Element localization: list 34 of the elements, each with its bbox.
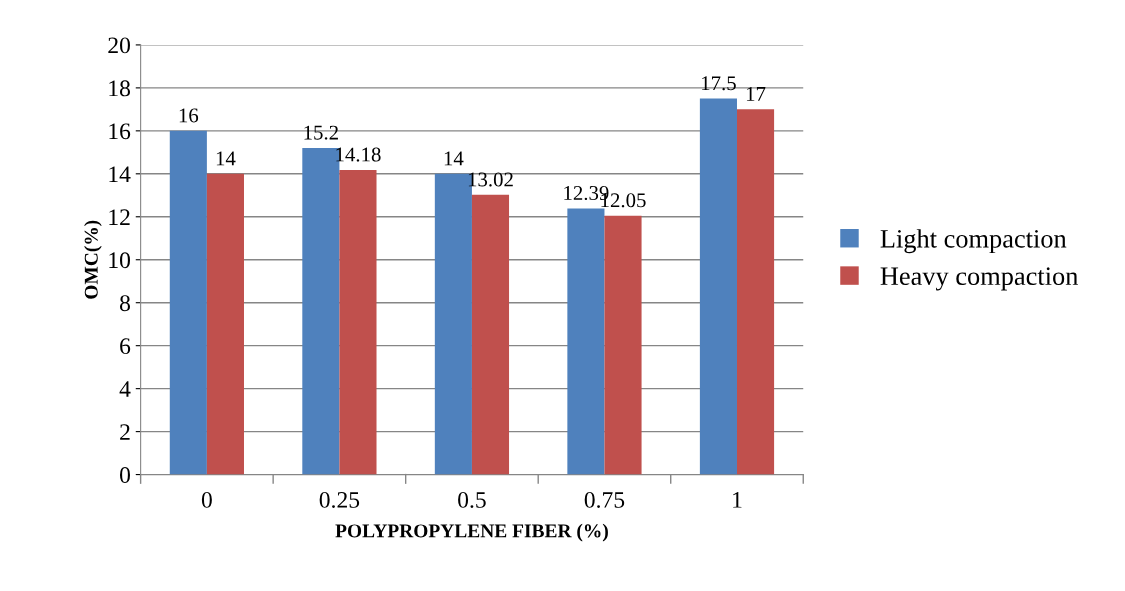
x-tick-label: 0 [201, 491, 212, 508]
bar [169, 130, 207, 475]
data-label: 17 [746, 87, 766, 101]
y-tick-label: 2 [120, 424, 130, 440]
y-tick-label: 0 [120, 467, 130, 483]
bar [471, 194, 510, 475]
x-tick-label: 1 [733, 492, 742, 508]
bar [736, 109, 775, 475]
y-tick-label: 18 [109, 80, 130, 97]
y-tick-label: 16 [109, 123, 131, 140]
bar [567, 208, 605, 475]
y-tick-label: 20 [108, 37, 130, 54]
data-label: 14 [444, 151, 464, 166]
y-tick-label: 4 [119, 381, 131, 397]
data-label: 14 [216, 151, 236, 166]
legend-label: Heavy compaction [880, 267, 1079, 291]
y-tick-label: 8 [120, 295, 130, 312]
bar [699, 98, 737, 475]
x-tick-label: 0.25 [319, 491, 360, 508]
x-tick-label: 0.5 [458, 491, 486, 508]
y-tick-label: 10 [109, 252, 130, 269]
y-axis-title: OMC(%) [84, 220, 102, 299]
x-tick-label: 0.75 [584, 491, 625, 508]
x-axis-title: POLYPROPYLENE FIBER (%) [335, 523, 608, 542]
data-label: 17.5 [702, 76, 736, 91]
bar [339, 169, 377, 475]
y-tick-label: 12 [109, 209, 130, 225]
data-label: 15.2 [304, 125, 338, 140]
bar [206, 173, 244, 475]
bar [604, 215, 642, 475]
y-tick-label: 6 [120, 338, 131, 355]
legend-label: Light compaction [880, 229, 1067, 254]
y-tick-label: 14 [109, 166, 131, 183]
data-label: 16 [179, 108, 199, 123]
